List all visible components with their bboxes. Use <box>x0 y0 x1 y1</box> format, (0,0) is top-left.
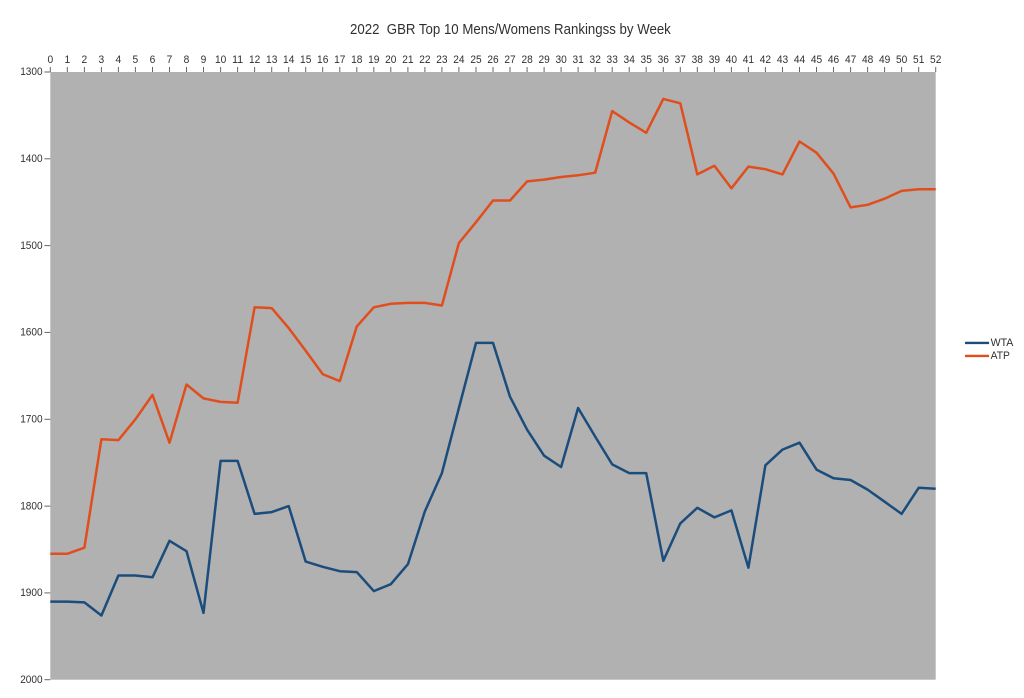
svg-text:25: 25 <box>470 54 481 66</box>
svg-text:12: 12 <box>249 54 260 66</box>
svg-text:2022 GBR Top 10 Mens/Womens R: 2022 GBR Top 10 Mens/Womens Rankingss by… <box>350 22 671 38</box>
svg-text:43: 43 <box>777 54 788 66</box>
svg-text:4: 4 <box>116 54 122 66</box>
svg-text:31: 31 <box>572 54 583 66</box>
svg-text:52: 52 <box>930 54 941 66</box>
svg-text:1500: 1500 <box>20 240 42 252</box>
svg-text:1800: 1800 <box>20 500 42 512</box>
svg-text:1: 1 <box>64 54 70 66</box>
svg-text:26: 26 <box>487 54 498 66</box>
svg-text:5: 5 <box>133 54 139 66</box>
svg-text:7: 7 <box>167 54 173 66</box>
svg-text:37: 37 <box>675 54 686 66</box>
svg-text:ATP: ATP <box>991 350 1010 362</box>
svg-text:1600: 1600 <box>20 327 42 339</box>
svg-text:0: 0 <box>47 54 53 66</box>
svg-text:1700: 1700 <box>20 414 42 426</box>
svg-text:33: 33 <box>607 54 618 66</box>
svg-text:47: 47 <box>845 54 856 66</box>
svg-text:36: 36 <box>658 54 669 66</box>
svg-text:8: 8 <box>184 54 190 66</box>
svg-text:41: 41 <box>743 54 754 66</box>
svg-text:29: 29 <box>538 54 549 66</box>
svg-text:38: 38 <box>692 54 703 66</box>
svg-text:20: 20 <box>385 54 396 66</box>
svg-text:10: 10 <box>215 54 226 66</box>
svg-text:14: 14 <box>283 54 294 66</box>
svg-text:28: 28 <box>521 54 532 66</box>
svg-text:19: 19 <box>368 54 379 66</box>
svg-text:34: 34 <box>624 54 635 66</box>
svg-text:6: 6 <box>150 54 156 66</box>
svg-text:22: 22 <box>419 54 430 66</box>
svg-text:9: 9 <box>201 54 207 66</box>
svg-text:13: 13 <box>266 54 277 66</box>
svg-text:3: 3 <box>99 54 105 66</box>
svg-text:15: 15 <box>300 54 311 66</box>
svg-text:21: 21 <box>402 54 413 66</box>
svg-text:44: 44 <box>794 54 805 66</box>
svg-text:35: 35 <box>641 54 652 66</box>
svg-text:1900: 1900 <box>20 587 42 599</box>
svg-text:16: 16 <box>317 54 328 66</box>
svg-text:2000: 2000 <box>20 674 42 686</box>
svg-text:17: 17 <box>334 54 345 66</box>
svg-text:40: 40 <box>726 54 737 66</box>
svg-text:27: 27 <box>504 54 515 66</box>
svg-text:WTA: WTA <box>991 337 1014 349</box>
svg-text:23: 23 <box>436 54 447 66</box>
svg-text:42: 42 <box>760 54 771 66</box>
svg-text:11: 11 <box>232 54 243 66</box>
svg-text:1400: 1400 <box>20 153 42 165</box>
svg-text:51: 51 <box>913 54 924 66</box>
svg-text:1300: 1300 <box>20 66 42 78</box>
svg-text:32: 32 <box>590 54 601 66</box>
svg-text:49: 49 <box>879 54 890 66</box>
svg-text:18: 18 <box>351 54 362 66</box>
svg-text:50: 50 <box>896 54 907 66</box>
svg-text:45: 45 <box>811 54 822 66</box>
svg-text:30: 30 <box>555 54 566 66</box>
svg-text:39: 39 <box>709 54 720 66</box>
svg-text:24: 24 <box>453 54 464 66</box>
svg-text:2: 2 <box>82 54 88 66</box>
svg-text:48: 48 <box>862 54 873 66</box>
svg-text:46: 46 <box>828 54 839 66</box>
